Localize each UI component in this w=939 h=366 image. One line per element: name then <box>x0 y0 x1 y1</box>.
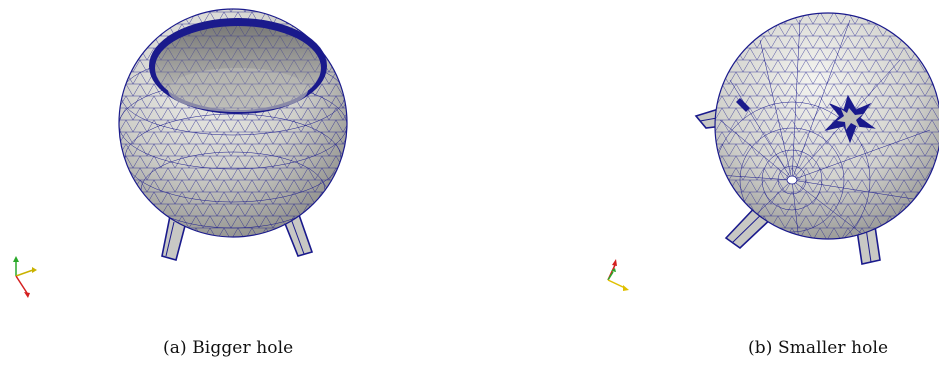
panel-a: (a) Bigger hole <box>13 8 348 358</box>
caption-b: (b) Smaller hole <box>748 338 889 358</box>
panel-b: (b) Smaller hole <box>470 0 939 366</box>
pot-leg <box>736 98 750 112</box>
caption-a: (a) Bigger hole <box>163 338 294 358</box>
pot-opening <box>824 94 876 144</box>
pot-sphere <box>714 12 939 240</box>
pot-opening <box>149 18 327 114</box>
mesh-render-smaller-hole <box>694 12 939 265</box>
mesh-render-bigger-hole <box>118 8 348 261</box>
